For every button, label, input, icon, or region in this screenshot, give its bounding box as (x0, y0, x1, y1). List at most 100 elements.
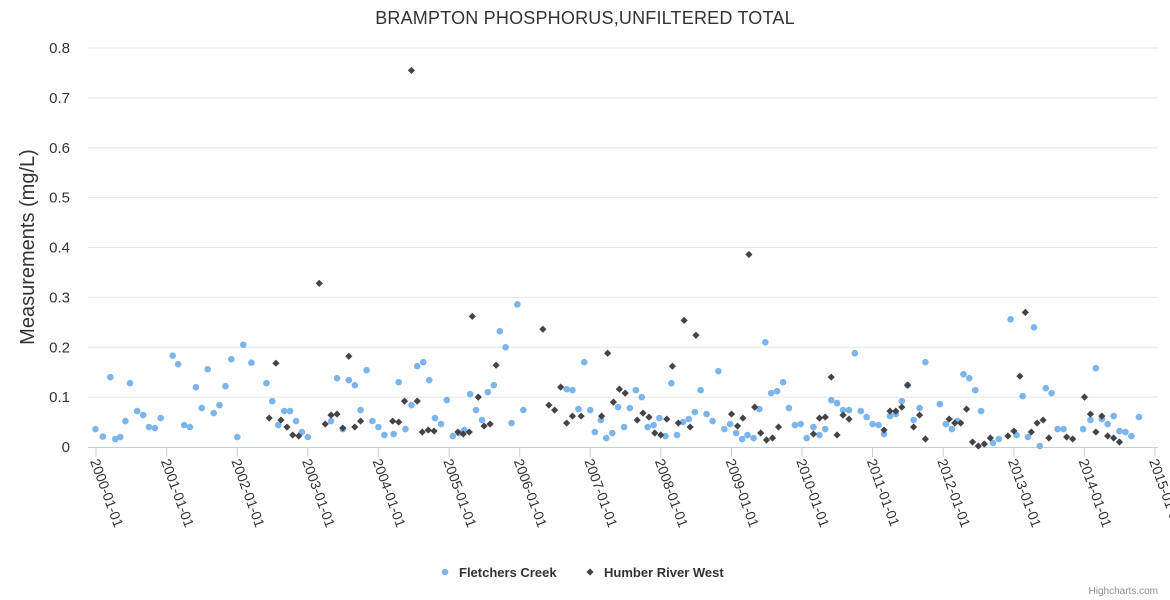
data-point[interactable] (413, 397, 421, 405)
data-point[interactable] (210, 409, 218, 417)
data-point[interactable] (268, 397, 276, 405)
data-point[interactable] (1092, 428, 1100, 436)
data-point[interactable] (922, 358, 929, 366)
data-point[interactable] (1045, 434, 1053, 442)
data-point[interactable] (116, 433, 124, 441)
data-point[interactable] (126, 379, 134, 387)
data-point[interactable] (490, 381, 498, 389)
data-point[interactable] (1128, 432, 1135, 440)
data-point[interactable] (732, 429, 740, 437)
data-point[interactable] (492, 361, 500, 369)
data-point[interactable] (1054, 425, 1061, 433)
data-point[interactable] (651, 429, 659, 437)
data-point[interactable] (514, 301, 521, 308)
data-point[interactable] (609, 398, 618, 406)
data-point[interactable] (703, 410, 710, 418)
data-point[interactable] (465, 428, 473, 436)
data-point[interactable] (668, 379, 675, 387)
data-point[interactable] (791, 421, 799, 429)
data-point[interactable] (757, 429, 765, 437)
data-point[interactable] (851, 349, 859, 357)
data-point[interactable] (709, 417, 716, 425)
data-point[interactable] (1080, 393, 1089, 401)
data-point[interactable] (539, 325, 547, 333)
data-point[interactable] (960, 370, 967, 378)
data-point[interactable] (1086, 410, 1095, 418)
data-point[interactable] (1048, 389, 1055, 397)
data-point[interactable] (408, 401, 415, 409)
data-point[interactable] (797, 420, 805, 428)
data-point[interactable] (298, 428, 306, 436)
data-point[interactable] (381, 431, 388, 439)
data-point[interactable] (357, 417, 365, 425)
data-point[interactable] (645, 413, 653, 421)
data-point[interactable] (563, 385, 570, 393)
data-point[interactable] (1104, 420, 1111, 428)
data-point[interactable] (557, 383, 565, 391)
data-point[interactable] (921, 435, 929, 443)
data-point[interactable] (968, 438, 977, 446)
data-point[interactable] (437, 420, 445, 428)
data-point[interactable] (1007, 316, 1014, 323)
data-point[interactable] (768, 434, 777, 442)
data-point[interactable] (898, 397, 906, 405)
data-point[interactable] (248, 359, 255, 367)
data-point[interactable] (910, 416, 917, 424)
data-point[interactable] (133, 407, 141, 415)
data-point[interactable] (157, 414, 165, 422)
data-point[interactable] (186, 423, 194, 431)
data-point[interactable] (418, 428, 426, 436)
data-point[interactable] (265, 414, 273, 422)
data-point[interactable] (274, 421, 282, 429)
data-point[interactable] (292, 417, 300, 425)
data-point[interactable] (875, 421, 882, 429)
data-point[interactable] (174, 360, 182, 368)
data-point[interactable] (965, 374, 973, 382)
data-point[interactable] (739, 414, 747, 422)
data-point[interactable] (1069, 435, 1077, 443)
data-point[interactable] (1010, 427, 1018, 435)
data-point[interactable] (685, 415, 693, 423)
data-point[interactable] (1079, 425, 1087, 433)
data-point[interactable] (395, 418, 403, 426)
data-point[interactable] (407, 66, 416, 75)
data-point[interactable] (198, 404, 206, 412)
data-point[interactable] (478, 416, 486, 424)
data-point[interactable] (1021, 308, 1029, 316)
data-point[interactable] (586, 406, 594, 414)
data-point[interactable] (454, 428, 462, 436)
data-point[interactable] (277, 416, 285, 424)
data-point[interactable] (327, 411, 335, 419)
data-point[interactable] (679, 418, 687, 426)
data-point[interactable] (845, 406, 853, 414)
data-point[interactable] (809, 430, 818, 438)
data-point[interactable] (1033, 419, 1041, 427)
data-point[interactable] (107, 373, 114, 381)
data-point[interactable] (945, 415, 953, 423)
data-point[interactable] (395, 378, 402, 386)
data-point[interactable] (1098, 412, 1106, 420)
data-point[interactable] (650, 421, 657, 429)
data-point[interactable] (989, 439, 997, 447)
data-point[interactable] (227, 355, 235, 363)
data-point[interactable] (839, 411, 847, 419)
data-point[interactable] (580, 358, 588, 366)
data-point[interactable] (1135, 413, 1143, 421)
data-point[interactable] (1063, 433, 1071, 441)
data-point[interactable] (615, 385, 624, 393)
data-point[interactable] (857, 407, 865, 415)
data-point[interactable] (750, 434, 757, 442)
data-point[interactable] (980, 440, 988, 448)
data-point[interactable] (774, 423, 783, 431)
data-point[interactable] (280, 407, 288, 415)
data-point[interactable] (773, 387, 781, 395)
data-point[interactable] (402, 425, 409, 433)
data-point[interactable] (803, 434, 811, 442)
data-point[interactable] (345, 376, 353, 384)
data-point[interactable] (443, 396, 451, 404)
data-point[interactable] (903, 381, 912, 389)
data-point[interactable] (745, 250, 753, 259)
data-point[interactable] (1019, 392, 1026, 400)
data-point[interactable] (880, 430, 888, 438)
credits-link[interactable]: Highcharts.com (1089, 586, 1158, 597)
